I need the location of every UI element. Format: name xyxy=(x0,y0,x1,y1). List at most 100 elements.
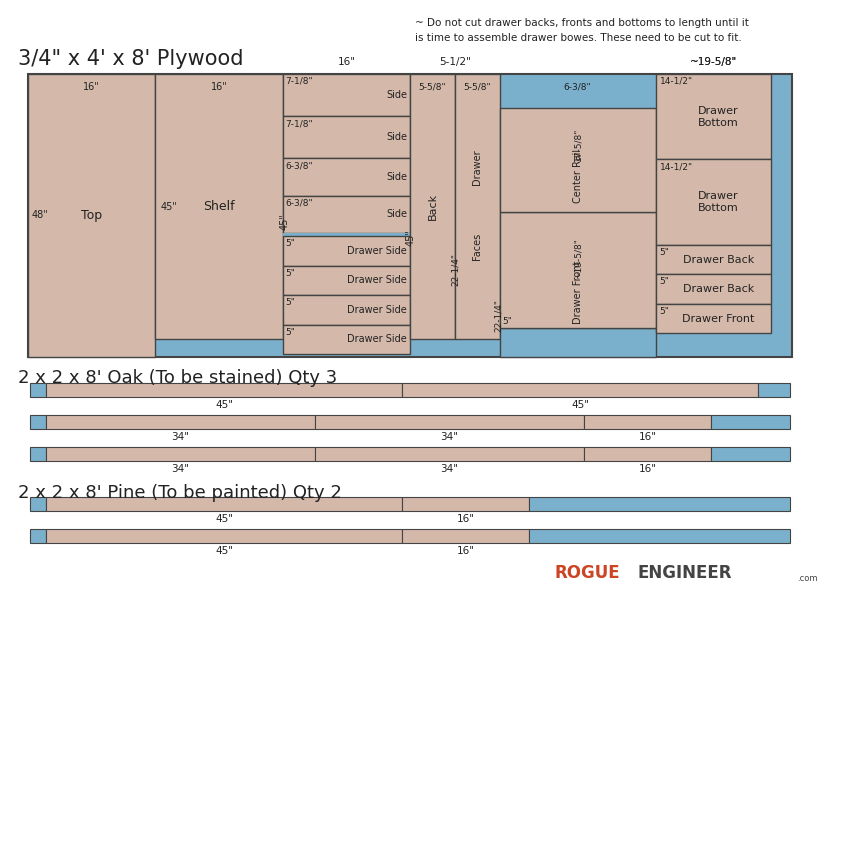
Text: 16": 16" xyxy=(211,82,227,92)
Text: Side: Side xyxy=(386,90,407,100)
Bar xyxy=(584,415,711,429)
Text: Faces: Faces xyxy=(472,233,482,260)
Text: 6-3/8": 6-3/8" xyxy=(286,161,314,170)
Text: Drawer Front: Drawer Front xyxy=(573,261,582,324)
Bar xyxy=(655,74,771,160)
Text: 16": 16" xyxy=(638,432,656,442)
Bar xyxy=(410,74,455,339)
Bar xyxy=(30,415,46,429)
Text: Side: Side xyxy=(386,209,407,219)
Bar xyxy=(315,447,584,461)
Text: 16": 16" xyxy=(337,57,355,67)
Bar xyxy=(402,497,529,511)
Text: Center Rail: Center Rail xyxy=(573,149,582,203)
Bar xyxy=(455,74,500,339)
Bar xyxy=(283,74,410,116)
Text: Top: Top xyxy=(81,209,102,222)
Bar xyxy=(46,383,402,397)
Text: 45": 45" xyxy=(215,514,233,524)
Text: 14-1/2": 14-1/2" xyxy=(660,163,693,171)
Bar xyxy=(283,236,410,266)
Text: 5-5/8": 5-5/8" xyxy=(463,82,491,91)
Bar xyxy=(30,529,46,543)
Text: Drawer Back: Drawer Back xyxy=(683,284,754,295)
Bar xyxy=(402,529,529,543)
Bar xyxy=(283,158,410,196)
Bar xyxy=(500,212,655,327)
Text: 45": 45" xyxy=(280,213,290,230)
Text: 22-1/4": 22-1/4" xyxy=(494,299,503,332)
Text: Drawer Side: Drawer Side xyxy=(348,305,407,315)
Text: ENGINEER: ENGINEER xyxy=(638,564,733,582)
Text: Shelf: Shelf xyxy=(203,200,235,214)
Bar xyxy=(46,447,315,461)
Text: Back: Back xyxy=(428,193,438,220)
Bar xyxy=(584,447,711,461)
Text: 34": 34" xyxy=(440,432,459,442)
Bar xyxy=(655,274,771,304)
Bar xyxy=(30,447,46,461)
Bar xyxy=(28,74,156,357)
Text: Drawer Side: Drawer Side xyxy=(348,246,407,256)
Text: 5": 5" xyxy=(286,298,296,307)
Text: Drawer Side: Drawer Side xyxy=(348,334,407,344)
Text: .com: .com xyxy=(797,574,818,583)
Text: Drawer Front: Drawer Front xyxy=(683,314,755,324)
Text: 45": 45" xyxy=(571,400,589,410)
Text: 45": 45" xyxy=(161,202,177,212)
Text: Side: Side xyxy=(386,172,407,181)
Bar xyxy=(402,383,758,397)
Text: Drawer: Drawer xyxy=(472,149,482,185)
Text: Drawer
Bottom: Drawer Bottom xyxy=(698,106,739,127)
Bar xyxy=(655,160,771,245)
Bar xyxy=(500,327,655,357)
Text: ~19-5/8": ~19-5/8" xyxy=(690,57,737,67)
Text: Side: Side xyxy=(386,132,407,142)
Text: 48": 48" xyxy=(32,210,48,220)
Text: 17-5/8": 17-5/8" xyxy=(573,127,582,161)
Bar xyxy=(28,74,792,357)
Bar xyxy=(283,116,410,158)
Text: Drawer Side: Drawer Side xyxy=(348,275,407,285)
Text: 2 x 2 x 8' Pine (To be painted) Qty 2: 2 x 2 x 8' Pine (To be painted) Qty 2 xyxy=(18,484,342,502)
Text: 22-1/4": 22-1/4" xyxy=(451,253,460,286)
Text: 5-5/8": 5-5/8" xyxy=(418,82,446,91)
Bar xyxy=(283,266,410,295)
Text: 5": 5" xyxy=(286,327,296,337)
Bar xyxy=(46,529,402,543)
Bar xyxy=(655,245,771,274)
Text: 6-3/8": 6-3/8" xyxy=(286,198,314,208)
Text: 16": 16" xyxy=(83,82,100,92)
Text: 45": 45" xyxy=(406,230,416,246)
Bar xyxy=(283,196,410,233)
Text: 7-1/8": 7-1/8" xyxy=(286,119,314,128)
Bar xyxy=(711,447,790,461)
Text: 14-1/2": 14-1/2" xyxy=(660,77,693,86)
Bar xyxy=(283,295,410,325)
Bar xyxy=(529,529,790,543)
Bar xyxy=(500,108,655,212)
Bar xyxy=(46,415,315,429)
Bar xyxy=(758,383,790,397)
Bar xyxy=(711,415,790,429)
Text: ~ Do not cut drawer backs, fronts and bottoms to length until it: ~ Do not cut drawer backs, fronts and bo… xyxy=(415,18,749,28)
Bar xyxy=(283,233,410,236)
Text: Drawer
Bottom: Drawer Bottom xyxy=(698,192,739,213)
Text: 45": 45" xyxy=(215,400,233,410)
Text: 5": 5" xyxy=(502,316,513,326)
Bar xyxy=(529,497,790,511)
Text: 5": 5" xyxy=(660,248,670,257)
Text: Drawer Back: Drawer Back xyxy=(683,255,754,265)
Text: ROGUE: ROGUE xyxy=(555,564,620,582)
Text: 2 x 2 x 8' Oak (To be stained) Qty 3: 2 x 2 x 8' Oak (To be stained) Qty 3 xyxy=(18,369,337,387)
Text: 5": 5" xyxy=(660,307,670,316)
Bar xyxy=(655,304,771,333)
Text: 6-3/8": 6-3/8" xyxy=(564,82,592,91)
Text: 16": 16" xyxy=(638,464,656,474)
Text: 5-1/2": 5-1/2" xyxy=(439,57,471,67)
Bar xyxy=(283,325,410,354)
Bar xyxy=(46,497,402,511)
Text: 34": 34" xyxy=(172,464,190,474)
Text: 16": 16" xyxy=(456,546,474,556)
Text: ~19-5/8": ~19-5/8" xyxy=(573,238,582,279)
